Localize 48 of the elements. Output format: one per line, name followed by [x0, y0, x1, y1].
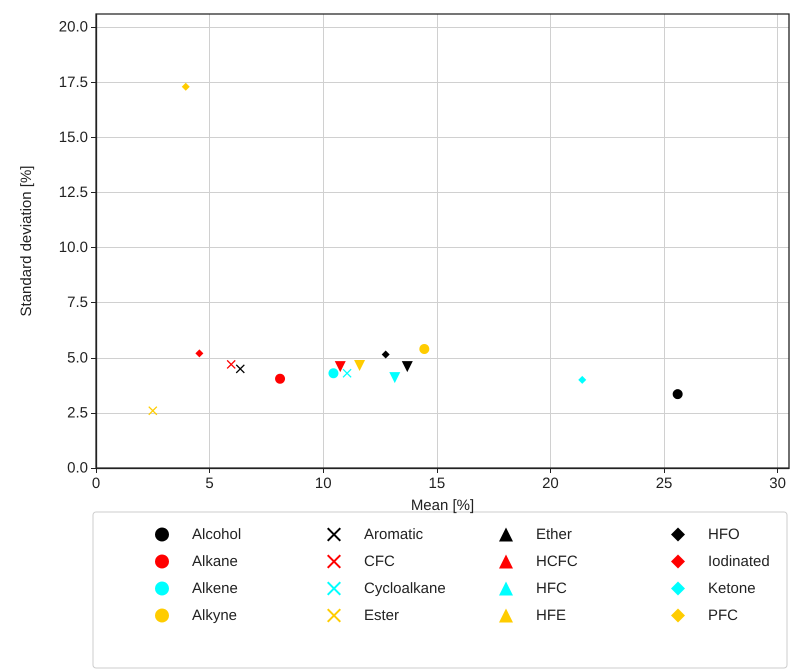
x-tick-label: 30 — [769, 475, 786, 492]
legend-label: Ester — [364, 607, 400, 624]
legend-label: HFE — [536, 607, 566, 624]
y-tick-label: 20.0 — [58, 18, 88, 36]
x-axis-title: Mean [%] — [410, 497, 474, 514]
legend-label: Alkene — [192, 580, 238, 597]
y-tick-label: 0.0 — [67, 460, 88, 476]
point — [578, 376, 586, 384]
point — [342, 368, 352, 378]
x-tick-label: 20 — [542, 475, 559, 492]
legend-label: PFC — [708, 607, 738, 624]
y-tick-label: 12.5 — [58, 184, 88, 202]
y-tick-label: 5.0 — [67, 349, 88, 366]
legend-label: Ether — [536, 526, 572, 543]
y-tick-label: 2.5 — [67, 404, 88, 422]
legend-label: Ketone — [708, 580, 756, 597]
point — [328, 368, 338, 378]
y-axis-title: Standard deviation [%] — [18, 166, 35, 316]
legend-label: Iodinated — [708, 553, 770, 570]
x-tick-label: 15 — [428, 475, 446, 492]
point — [672, 389, 683, 400]
x-tick-label: 5 — [205, 475, 214, 492]
legend-label: Aromatic — [364, 526, 424, 543]
legend-label: HFO — [708, 526, 740, 543]
point — [389, 372, 400, 384]
y-tick-label: 17.5 — [58, 74, 88, 91]
x-tick-label: 25 — [656, 475, 672, 492]
point — [182, 82, 190, 91]
point — [382, 350, 390, 358]
legend-label: Alkane — [192, 553, 238, 570]
point — [195, 349, 204, 358]
point — [226, 360, 236, 369]
legend-label: HFC — [536, 580, 567, 597]
legend-label: HCFC — [536, 553, 578, 570]
y-tick-label: 7.5 — [67, 294, 88, 312]
legend-label: Cycloalkane — [364, 580, 446, 597]
point — [419, 344, 430, 354]
y-tick-label: 10.0 — [58, 239, 88, 256]
point — [275, 374, 286, 384]
point — [354, 360, 366, 372]
y-tick-label: 15.0 — [58, 128, 88, 146]
x-tick-label: 10 — [314, 475, 332, 492]
legend-label: Alkyne — [192, 607, 238, 624]
legend-label: Alcohol — [192, 526, 242, 543]
x-tick-label: 0 — [92, 475, 100, 492]
point — [402, 361, 413, 372]
point — [334, 361, 346, 372]
legend-label: CFC — [364, 553, 395, 570]
